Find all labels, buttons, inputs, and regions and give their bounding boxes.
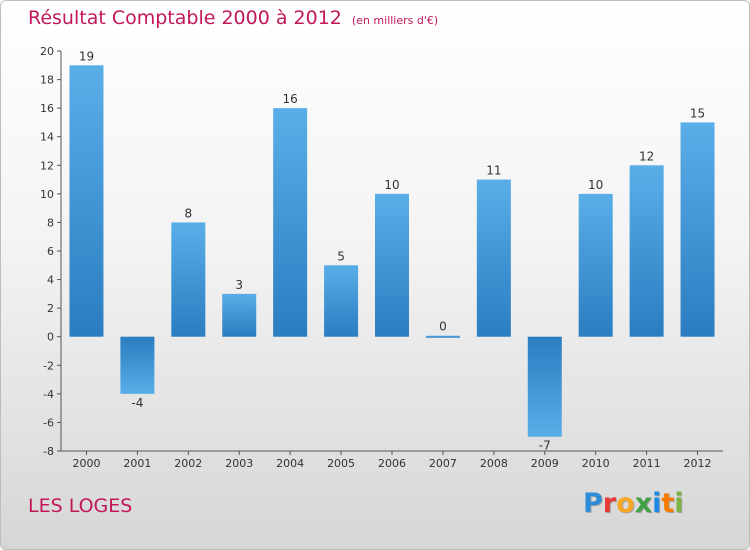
value-label: 5 xyxy=(337,249,345,263)
value-label: 15 xyxy=(690,106,705,120)
y-tick-label: 10 xyxy=(40,188,54,201)
x-tick-label: 2010 xyxy=(582,457,610,470)
bar xyxy=(324,265,359,337)
x-tick-label: 2002 xyxy=(174,457,202,470)
x-tick-label: 2011 xyxy=(633,457,661,470)
y-tick-label: 4 xyxy=(47,274,54,287)
bar xyxy=(69,65,104,337)
value-label: -7 xyxy=(539,439,551,453)
logo-letter: x xyxy=(634,488,653,519)
chart-unit: (en milliers d'€) xyxy=(351,14,439,27)
y-tick-label: 12 xyxy=(40,159,54,172)
y-tick-label: 0 xyxy=(47,331,54,344)
logo-letter: o xyxy=(616,488,635,519)
y-tick-label: -8 xyxy=(43,445,54,458)
x-tick-label: 2005 xyxy=(327,457,355,470)
x-tick-label: 2012 xyxy=(684,457,712,470)
bar xyxy=(425,335,460,338)
x-tick-label: 2007 xyxy=(429,457,457,470)
chart-title: Résultat Comptable 2000 à 2012 (en millie… xyxy=(28,7,438,29)
logo-letter: t xyxy=(661,488,675,519)
x-tick-label: 2009 xyxy=(531,457,559,470)
y-tick-label: 6 xyxy=(47,245,54,258)
x-tick-label: 2006 xyxy=(378,457,406,470)
y-tick-label: -6 xyxy=(43,416,54,429)
bar xyxy=(375,193,409,337)
logo-letter: i xyxy=(674,488,684,519)
value-label: 0 xyxy=(439,320,447,334)
x-tick-label: 2004 xyxy=(276,457,304,470)
bar xyxy=(120,336,155,394)
bar xyxy=(273,108,308,337)
value-label: 11 xyxy=(486,164,501,178)
value-label: -4 xyxy=(131,396,143,410)
y-tick-label: 2 xyxy=(47,302,54,315)
value-label: 19 xyxy=(79,49,94,63)
bar xyxy=(171,222,206,337)
x-tick-label: 2001 xyxy=(123,457,151,470)
logo-letter: P xyxy=(583,488,603,519)
y-tick-label: 18 xyxy=(40,74,54,87)
bar xyxy=(578,193,613,337)
y-tick-label: 8 xyxy=(47,216,54,229)
value-label: 16 xyxy=(283,92,298,106)
value-label: 12 xyxy=(639,149,654,163)
x-tick-label: 2003 xyxy=(225,457,253,470)
bar xyxy=(629,165,664,337)
value-label: 10 xyxy=(384,178,399,192)
bar xyxy=(476,179,511,337)
logo-letter: r xyxy=(602,488,617,519)
x-tick-label: 2000 xyxy=(72,457,100,470)
y-tick-label: 20 xyxy=(40,45,54,58)
x-tick-label: 2008 xyxy=(480,457,508,470)
bar xyxy=(527,336,562,437)
y-tick-label: 14 xyxy=(40,131,54,144)
bar xyxy=(222,293,257,337)
y-tick-label: -2 xyxy=(43,359,54,372)
value-label: 10 xyxy=(588,178,603,192)
proxiti-logo: Proxiti xyxy=(583,488,684,519)
y-tick-label: -4 xyxy=(43,388,54,401)
bar xyxy=(680,122,715,337)
y-tick-label: 16 xyxy=(40,102,54,115)
value-label: 8 xyxy=(184,206,192,220)
value-label: 3 xyxy=(235,278,243,292)
town-name: LES LOGES xyxy=(28,495,133,517)
chart-title-text: Résultat Comptable 2000 à 2012 xyxy=(28,7,342,29)
logo-letter: i xyxy=(652,488,662,519)
